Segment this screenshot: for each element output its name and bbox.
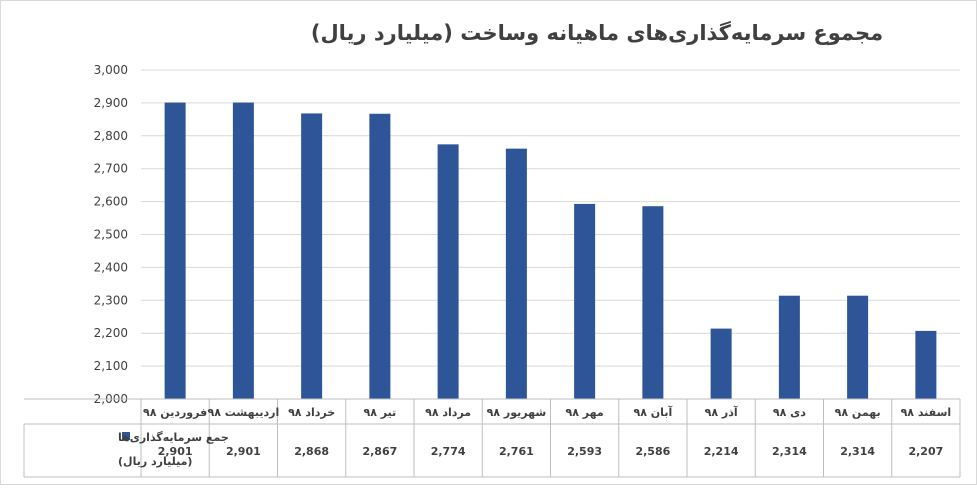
y-tick-label: 2,700 [94, 162, 128, 176]
value-label: 2,868 [294, 445, 329, 458]
category-label: اردیبهشت ۹۸ [208, 406, 280, 419]
bar [164, 102, 186, 400]
value-label: 2,774 [431, 445, 466, 458]
bar [232, 102, 254, 400]
bar [642, 206, 664, 399]
category-label: تیر ۹۸ [364, 406, 397, 419]
value-label: 2,314 [840, 445, 875, 458]
y-axis-ticks: 2,0002,1002,2002,3002,4002,5002,6002,700… [94, 63, 128, 406]
y-tick-label: 2,800 [94, 129, 128, 143]
category-label: آذر ۹۸ [705, 405, 738, 419]
data-table: فروردین ۹۸ اردیبهشت ۹۸ خرداد ۹۸ تیر ۹۸ مرداد… [23, 398, 961, 478]
legend-label-unit: (میلیارد ریال) [118, 455, 192, 468]
y-tick-label: 2,200 [94, 326, 128, 340]
value-label: 2,761 [499, 445, 534, 458]
legend-label: جمع سرمایه‌گذاری‌ها [118, 431, 229, 444]
value-label: 2,867 [362, 445, 397, 458]
y-tick-label: 2,400 [94, 260, 128, 274]
value-label: 2,586 [635, 445, 670, 458]
category-label: خرداد ۹۸ [288, 406, 335, 419]
chart-title: مجموع سرمایه‌گذاری‌های ماهیانه وساخت (می… [311, 20, 883, 45]
bar [574, 203, 596, 399]
y-tick-label: 2,600 [94, 195, 128, 209]
legend-swatch [122, 432, 130, 440]
bar [847, 295, 869, 399]
category-label: فروردین ۹۸ [143, 406, 207, 419]
y-tick-label: 3,000 [94, 63, 128, 77]
value-label: 2,207 [908, 445, 943, 458]
bars [164, 102, 937, 400]
gridlines [141, 69, 960, 367]
category-label: بهمن ۹۸ [835, 406, 881, 419]
y-tick-label: 2,300 [94, 293, 128, 307]
bar [915, 330, 937, 399]
category-label: شهریور ۹۸ [487, 406, 547, 419]
y-tick-label: 2,500 [94, 228, 128, 242]
bar [437, 144, 459, 399]
bar [710, 328, 732, 399]
category-label: مهر ۹۸ [566, 406, 604, 419]
category-label: دی ۹۸ [773, 406, 806, 419]
bar [301, 113, 323, 399]
value-label: 2,314 [772, 445, 807, 458]
bar [505, 148, 527, 399]
y-tick-label: 2,900 [94, 96, 128, 110]
category-label: اسفند ۹۸ [901, 406, 952, 419]
value-label: 2,901 [158, 445, 193, 458]
value-label: 2,901 [226, 445, 261, 458]
value-label: 2,214 [704, 445, 739, 458]
y-tick-label: 2,100 [94, 359, 128, 373]
bar [369, 113, 391, 399]
bar [778, 295, 800, 399]
category-label: مرداد ۹۸ [425, 406, 471, 419]
category-label: آبان ۹۸ [634, 405, 673, 419]
value-label: 2,593 [567, 445, 602, 458]
